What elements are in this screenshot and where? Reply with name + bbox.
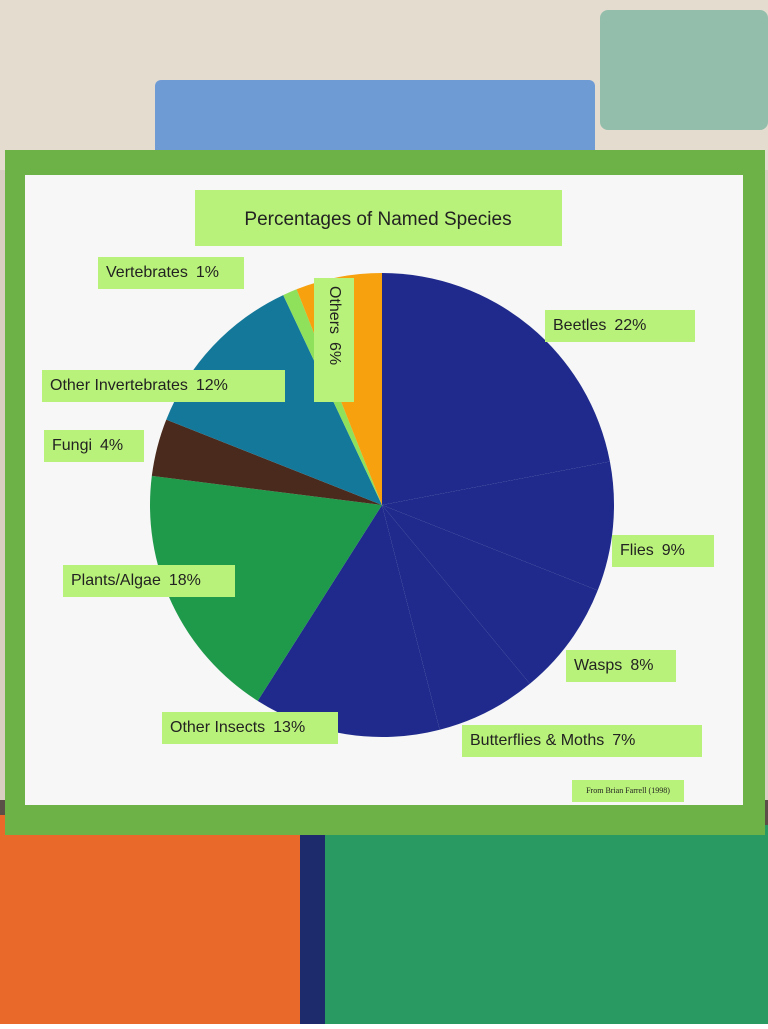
value-label: 9% (662, 542, 685, 559)
category-name: Plants/Algae (71, 572, 161, 589)
label-background (42, 370, 285, 402)
pie-slice (382, 461, 614, 591)
carpet-green (325, 825, 768, 1024)
source: From Brian Farrell (1998) (586, 786, 670, 795)
slice-label: Plants/Algae 18% (71, 572, 201, 589)
storage-bin (600, 10, 768, 130)
value-label: 18% (169, 572, 201, 589)
category-name: Fungi (52, 437, 92, 454)
pie-slice (150, 475, 382, 701)
carpet-orange (0, 815, 310, 1024)
pie-slice (151, 419, 382, 505)
storage-bin (155, 80, 595, 160)
category-name: Butterflies & Moths (470, 732, 604, 749)
label-background (314, 278, 354, 402)
label-background (44, 430, 144, 462)
slice-label: Beetles 22% (553, 317, 646, 334)
value-label: 8% (630, 657, 653, 674)
label-card: Vertebrates 1% (98, 257, 244, 289)
pie-slice (382, 505, 530, 730)
pie (150, 273, 614, 737)
label-background (162, 712, 338, 744)
slice-label: Other Insects 13% (170, 719, 305, 736)
value-label: 7% (612, 732, 635, 749)
value-label: 13% (273, 719, 305, 736)
label-background (462, 725, 702, 757)
category-name: Others (326, 286, 343, 334)
carpet-stripe (300, 815, 325, 1024)
label-background (98, 257, 244, 289)
value-label: 12% (196, 377, 228, 394)
label-card: Others 6% (314, 278, 354, 402)
label-card: Flies 9% (612, 535, 714, 567)
label-card: Butterflies & Moths 7% (462, 725, 702, 757)
label-card: Beetles 22% (545, 310, 695, 342)
label-card: Other Invertebrates 12% (42, 370, 285, 402)
category-name: Other Insects (170, 719, 265, 736)
category-name: Vertebrates (106, 264, 188, 281)
slice-label: Vertebrates 1% (106, 264, 219, 281)
value-label: 4% (100, 437, 123, 454)
label-background (566, 650, 676, 682)
category-name: Other Invertebrates (50, 377, 188, 394)
label-background (612, 535, 714, 567)
label-card: Plants/Algae 18% (63, 565, 235, 597)
value-label: 1% (196, 264, 219, 281)
slice-label: Wasps 8% (574, 657, 653, 674)
category-name: Wasps (574, 657, 622, 674)
pie-slice (257, 505, 440, 737)
slice-label: Butterflies & Moths 7% (470, 732, 635, 749)
slice-label: Flies 9% (620, 542, 685, 559)
label-card: Wasps 8% (566, 650, 676, 682)
slice-label: Fungi 4% (52, 437, 123, 454)
labels: Beetles 22% Flies 9% Wasps 8% Butterflies & Mo… (42, 257, 714, 757)
label-background (545, 310, 695, 342)
title-card (195, 190, 562, 246)
source-card (572, 780, 684, 802)
label-card: Other Insects 13% (162, 712, 338, 744)
label-card: Fungi 4% (44, 430, 144, 462)
label-background (63, 565, 235, 597)
value-label: 6% (326, 342, 343, 365)
slice-label: Others 6% (326, 286, 343, 365)
chart-title: Percentages of Named Species (244, 209, 511, 230)
value-label: 22% (614, 317, 646, 334)
category-name: Beetles (553, 317, 606, 334)
category-name: Flies (620, 542, 654, 559)
pie-slice (382, 273, 610, 505)
slice-label: Other Invertebrates 12% (50, 377, 228, 394)
pie-slice (382, 505, 598, 684)
